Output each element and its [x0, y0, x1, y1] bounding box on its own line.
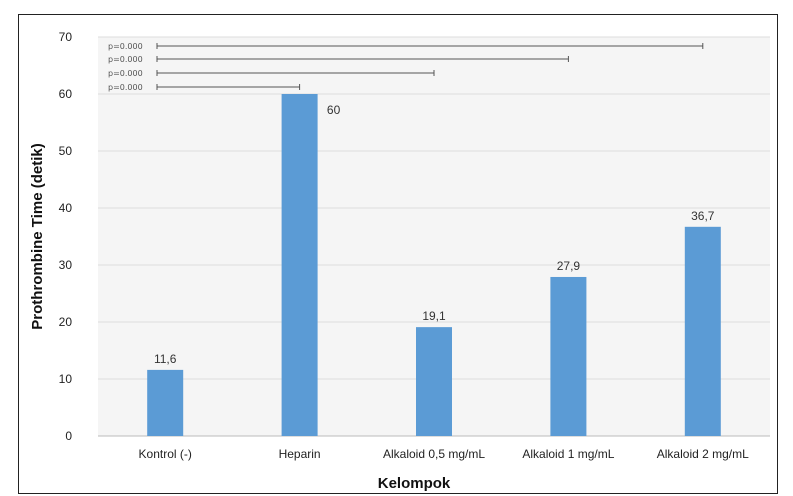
bar	[147, 369, 184, 436]
y-tick-label: 30	[59, 258, 73, 272]
value-labels: 11,6 60 19,1 27,9 36,7	[154, 103, 715, 366]
value-label: 11,6	[154, 352, 177, 366]
x-tick-labels: Kontrol (-) Heparin Alkaloid 0,5 mg/mL Alka…	[139, 447, 750, 461]
x-category-label: Kontrol (-)	[139, 447, 192, 461]
y-tick-label: 20	[59, 315, 73, 329]
significance-bracket: p=0.000	[108, 83, 301, 92]
p-value-label: p=0.000	[108, 55, 143, 64]
bar	[416, 327, 452, 436]
y-axis-title: Prothrombine Time (detik)	[29, 143, 46, 329]
significance-bracket: p=0.000	[108, 69, 435, 78]
value-label: 60	[327, 103, 341, 117]
y-tick-label: 10	[59, 372, 73, 386]
x-category-label: Alkaloid 1 mg/mL	[522, 447, 614, 461]
bar	[550, 276, 587, 436]
y-tick-label: 70	[59, 30, 73, 44]
value-label: 27,9	[557, 259, 581, 273]
x-category-label: Alkaloid 0,5 mg/mL	[383, 447, 485, 461]
y-tick-label: 0	[65, 429, 72, 443]
significance-bracket: p=0.000	[108, 42, 704, 51]
x-category-label: Heparin	[279, 447, 321, 461]
y-tick-label: 60	[59, 87, 73, 101]
p-value-label: p=0.000	[108, 83, 143, 92]
gridlines	[98, 36, 770, 437]
value-label: 19,1	[422, 309, 446, 323]
significance-bracket: p=0.000	[108, 55, 569, 64]
y-tick-label: 40	[59, 201, 73, 215]
y-tick-label: 50	[59, 144, 73, 158]
x-axis-title: Kelompok	[378, 475, 451, 492]
p-value-label: p=0.000	[108, 42, 143, 51]
y-tick-labels: 0 10 20 30 40 50 60 70	[59, 30, 73, 443]
bars	[147, 94, 721, 436]
p-value-label: p=0.000	[108, 69, 143, 78]
value-label: 36,7	[691, 209, 715, 223]
significance-brackets: p=0.000 p=0.000 p=0.000 p=0.000	[108, 42, 704, 92]
bar	[281, 94, 318, 436]
bar	[684, 226, 721, 436]
x-category-label: Alkaloid 2 mg/mL	[657, 447, 749, 461]
